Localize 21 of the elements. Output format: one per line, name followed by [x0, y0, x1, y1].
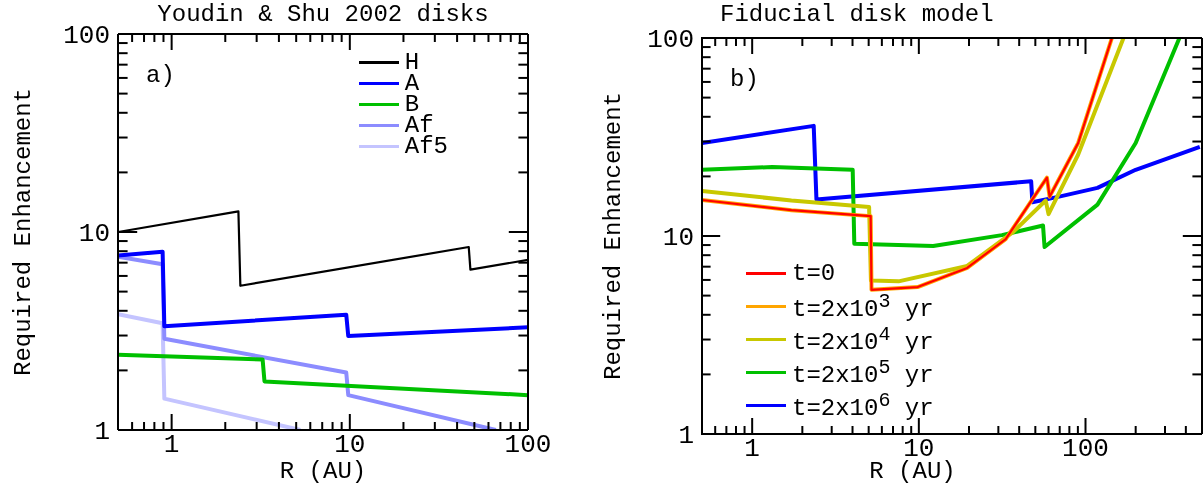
y-axis-title: Required Enhancement: [10, 87, 38, 377]
x-tick-label: 1: [163, 430, 180, 461]
x-tick-label: 10: [334, 430, 366, 461]
y-axis-title: Required Enhancement: [600, 91, 628, 381]
x-tick-label: 1: [744, 434, 760, 465]
y-tick-label: 100: [647, 25, 694, 56]
y-tick-label: 10: [662, 223, 694, 254]
x-tick-label: 100: [1062, 434, 1109, 465]
annotation: a): [146, 62, 175, 90]
x-axis-title: R (AU): [279, 458, 367, 485]
legend-label: t=2x10$^{3}$ yr: [792, 290, 934, 323]
chart-title: Fiducial disk model: [720, 1, 994, 28]
legend-label: t=2x10$^{5}$ yr: [792, 356, 934, 389]
annotation: b): [730, 66, 759, 94]
legend-label: t=2x10$^{4}$ yr: [792, 323, 934, 356]
y-tick-label: 10: [78, 219, 110, 250]
chart-title: Youdin & Shu 2002 disks: [157, 1, 489, 28]
x-tick-label: 100: [504, 430, 552, 461]
legend-label: t=0: [792, 260, 836, 287]
legend-label: t=2x10$^{6}$ yr: [792, 389, 934, 422]
y-tick-label: 100: [63, 21, 110, 52]
